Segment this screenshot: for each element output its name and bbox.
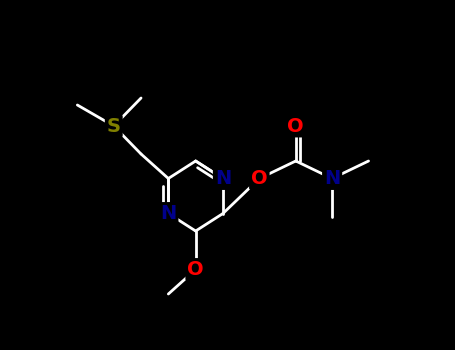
Text: N: N [324, 169, 340, 188]
Text: O: O [251, 169, 268, 188]
Text: O: O [187, 260, 204, 279]
Text: N: N [160, 204, 177, 223]
Text: N: N [215, 169, 231, 188]
Text: O: O [288, 117, 304, 135]
Text: S: S [107, 117, 121, 135]
